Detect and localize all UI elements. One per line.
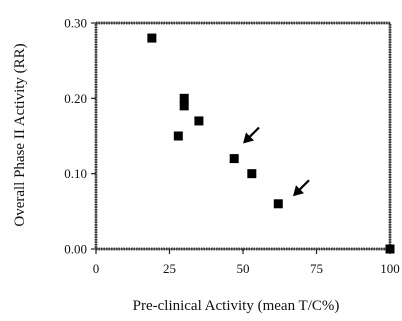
x-tick-label: 100 <box>380 261 400 276</box>
data-points <box>147 33 395 254</box>
x-tick-label: 25 <box>163 261 176 276</box>
data-point <box>179 93 189 103</box>
x-tick-label: 75 <box>310 261 323 276</box>
axes <box>91 21 392 254</box>
arrow-head <box>243 132 254 144</box>
data-point <box>147 33 157 43</box>
y-tick-label: 0.00 <box>64 242 87 257</box>
y-tick-label: 0.20 <box>64 91 87 106</box>
data-point <box>229 154 239 164</box>
data-point <box>273 199 283 209</box>
data-point <box>247 169 257 179</box>
plot-frame-inner <box>95 22 391 250</box>
data-point <box>179 101 189 111</box>
plot-frame <box>94 21 392 251</box>
data-point <box>385 244 395 254</box>
arrow-shaft <box>248 126 260 139</box>
y-tick-label: 0.10 <box>64 166 87 181</box>
x-tick-label: 0 <box>93 261 100 276</box>
annotation-arrows <box>243 126 310 197</box>
x-tick-label: 50 <box>237 261 250 276</box>
data-point <box>194 116 204 126</box>
y-tick-label: 0.30 <box>64 16 87 31</box>
tick-labels: 0.00 0.10 0.20 0.30 0 25 50 75 100 <box>64 16 400 277</box>
annotation-arrow <box>292 179 310 197</box>
arrow-shaft <box>298 179 310 192</box>
arrow-head <box>292 185 304 197</box>
x-axis-title: Pre-clinical Activity (mean T/C%) <box>133 298 340 314</box>
data-point <box>173 131 183 141</box>
annotation-arrow <box>243 126 260 144</box>
y-axis-title: Overall Phase II Activity (RR) <box>12 43 28 226</box>
